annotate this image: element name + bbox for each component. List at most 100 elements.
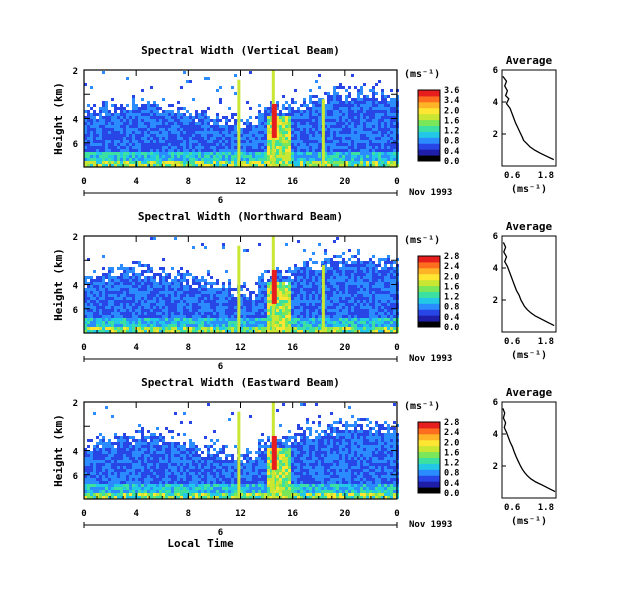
heatmap-cell — [150, 149, 153, 152]
heatmap-cell — [303, 158, 306, 161]
heatmap-cell — [276, 119, 279, 122]
heatmap-cell — [246, 312, 249, 315]
heatmap-cell — [99, 466, 102, 469]
heatmap-cell — [342, 282, 345, 285]
heatmap-cell — [108, 478, 111, 481]
heatmap-cell — [357, 101, 360, 104]
heatmap-cell — [390, 285, 393, 288]
heatmap-cell — [291, 300, 294, 303]
heatmap-cell — [174, 149, 177, 152]
heatmap-cell — [111, 457, 114, 460]
heatmap-cell — [351, 98, 354, 101]
heatmap-cell — [114, 321, 117, 324]
heatmap-cell — [111, 324, 114, 327]
heatmap-cell — [153, 297, 156, 300]
heatmap-cell — [132, 104, 135, 107]
heatmap-cell — [228, 140, 231, 143]
heatmap-cell — [324, 330, 327, 333]
heatmap-cell — [204, 330, 207, 333]
heatmap-cell — [366, 285, 369, 288]
heatmap-cell — [147, 324, 150, 327]
heatmap-cell — [351, 107, 354, 110]
heatmap-cell — [384, 273, 387, 276]
heatmap-cell — [120, 288, 123, 291]
heatmap-cell — [177, 279, 180, 282]
heatmap-cell — [354, 297, 357, 300]
heatmap-cell — [348, 95, 351, 98]
heatmap-cell — [276, 303, 279, 306]
heatmap-cell — [348, 134, 351, 137]
heatmap-cell — [288, 285, 291, 288]
heatmap-cell — [120, 490, 123, 493]
heatmap-cell — [351, 324, 354, 327]
heatmap-cell — [384, 137, 387, 140]
heatmap-cell — [255, 125, 258, 128]
heatmap-cell — [339, 116, 342, 119]
heatmap-cell — [270, 125, 273, 128]
heatmap-cell — [333, 273, 336, 276]
heatmap-cell — [345, 164, 348, 167]
heatmap-cell — [147, 487, 150, 490]
heatmap-cell — [333, 131, 336, 134]
heatmap-cell — [126, 300, 129, 303]
heatmap-cell — [243, 315, 246, 318]
heatmap-cell — [114, 463, 117, 466]
heatmap-cell — [324, 107, 327, 110]
heatmap-cell — [180, 315, 183, 318]
heatmap-cell — [156, 122, 159, 125]
heatmap-cell — [288, 321, 291, 324]
heatmap-cell — [384, 152, 387, 155]
heatmap-cell — [114, 490, 117, 493]
heatmap-cell — [249, 146, 252, 149]
heatmap-cell — [198, 143, 201, 146]
heatmap-cell — [165, 330, 168, 333]
heatmap-cell — [171, 158, 174, 161]
heatmap-cell — [102, 451, 105, 454]
heatmap-cell — [222, 288, 225, 291]
heatmap-cell — [132, 318, 135, 321]
heatmap-cell — [105, 291, 108, 294]
heatmap-cell — [378, 164, 381, 167]
heatmap-cell — [90, 143, 93, 146]
heatmap-cell — [186, 279, 189, 282]
heatmap-cell — [357, 104, 360, 107]
heatmap-cell — [240, 152, 243, 155]
heatmap-cell — [309, 288, 312, 291]
heatmap-cell — [207, 140, 210, 143]
heatmap-cell — [174, 113, 177, 116]
heatmap-cell — [183, 119, 186, 122]
heatmap-cell — [249, 161, 252, 164]
heatmap-cell — [210, 306, 213, 309]
heatmap-cell — [96, 297, 99, 300]
heatmap-cell — [378, 155, 381, 158]
heatmap-cell — [117, 321, 120, 324]
heatmap-cell — [180, 327, 183, 330]
heatmap-cell — [93, 161, 96, 164]
heatmap-cell — [117, 445, 120, 448]
heatmap-cell — [279, 110, 282, 113]
heatmap-cell — [300, 134, 303, 137]
heatmap-cell — [381, 273, 384, 276]
heatmap-cell — [150, 327, 153, 330]
heatmap-cell — [357, 89, 360, 92]
heatmap-cell — [375, 270, 378, 273]
colorbar-swatch — [418, 90, 440, 97]
heatmap-cell — [384, 164, 387, 167]
heatmap-cell — [126, 496, 129, 499]
heatmap-cell — [165, 164, 168, 167]
heatmap-cell — [276, 276, 279, 279]
heatmap-cell — [312, 155, 315, 158]
heatmap-cell — [312, 279, 315, 282]
heatmap-cell — [390, 321, 393, 324]
heatmap-cell — [366, 161, 369, 164]
heatmap-cell — [372, 261, 375, 264]
heatmap-cell — [390, 113, 393, 116]
heatmap-cell — [84, 140, 87, 143]
heatmap-cell — [354, 98, 357, 101]
heatmap-cell — [132, 276, 135, 279]
heatmap-cell — [195, 297, 198, 300]
heatmap-cell — [294, 113, 297, 116]
heatmap-cell — [198, 131, 201, 134]
heatmap-cell — [120, 475, 123, 478]
heatmap-cell — [114, 107, 117, 110]
